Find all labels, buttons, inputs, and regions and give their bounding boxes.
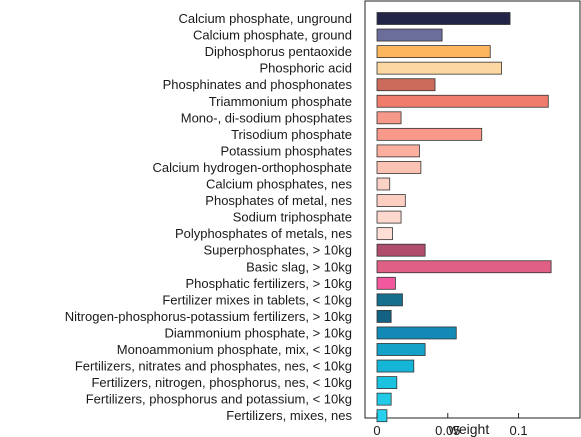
bar-7 <box>376 127 483 141</box>
category-label-8: Potassium phosphates <box>220 143 352 158</box>
bar-5 <box>376 94 549 108</box>
category-label-14: Superphosphates, > 10kg <box>203 243 352 258</box>
category-label-3: Phosphoric acid <box>260 61 353 76</box>
bar-3 <box>376 61 502 75</box>
bar-24 <box>376 409 388 423</box>
bar-13 <box>376 227 393 241</box>
bar-20 <box>376 343 426 356</box>
category-label-9: Calcium hydrogen-orthophosphate <box>153 160 352 175</box>
bar-9 <box>376 161 422 174</box>
bar-22 <box>376 376 398 390</box>
category-label-6: Mono-, di-sodium phosphates <box>181 110 353 125</box>
bar-15 <box>376 260 552 274</box>
category-label-0: Calcium phosphate, unground <box>179 11 352 26</box>
x-axis: 0 0.05 0.1 <box>373 413 528 437</box>
category-label-12: Sodium triphosphate <box>233 210 352 225</box>
category-label-13: Polyphosphates of metals, nes <box>175 226 353 241</box>
x-tick-label-1: 0.05 <box>435 423 460 437</box>
category-label-24: Fertilizers, mixes, nes <box>226 408 352 423</box>
bar-2 <box>376 45 491 58</box>
bar-21 <box>376 359 415 373</box>
bar-6 <box>376 111 402 125</box>
category-label-16: Phosphatic fertilizers, > 10kg <box>185 276 352 291</box>
category-label-18: Nitrogen-phosphorus-potassium fertilizer… <box>65 309 352 324</box>
x-tick-label-2: 0.1 <box>510 423 528 437</box>
bar-23 <box>376 392 392 406</box>
category-label-7: Trisodium phosphate <box>231 127 352 142</box>
bar-18 <box>376 309 392 323</box>
category-label-17: Fertilizer mixes in tablets, < 10kg <box>162 292 352 307</box>
bar-1 <box>376 28 443 42</box>
bar-4 <box>376 78 436 92</box>
bars-group <box>376 12 552 423</box>
bar-14 <box>376 243 426 257</box>
category-label-20: Monoammonium phosphate, mix, < 10kg <box>117 342 352 357</box>
plot-frame <box>364 0 581 419</box>
category-label-15: Basic slag, > 10kg <box>246 259 352 274</box>
category-label-22: Fertilizers, nitrogen, phosphorus, nes, … <box>91 375 352 390</box>
bar-0 <box>376 12 511 25</box>
bar-12 <box>376 210 402 224</box>
category-label-5: Triammonium phosphate <box>209 94 352 109</box>
bar-19 <box>376 326 457 340</box>
bar-11 <box>376 194 406 207</box>
category-label-21: Fertilizers, nitrates and phosphates, ne… <box>75 359 352 374</box>
category-label-2: Diphosphorus pentaoxide <box>205 44 352 59</box>
category-label-23: Fertilizers, phosphorus and potassium, <… <box>86 392 352 407</box>
category-label-11: Phosphates of metal, nes <box>205 193 352 208</box>
category-labels: Calcium phosphate, unground Calcium phosp… <box>65 11 353 423</box>
bar-16 <box>376 276 396 290</box>
x-tick-label-0: 0 <box>373 423 380 437</box>
category-label-19: Diammonium phosphate, > 10kg <box>164 325 352 340</box>
category-label-1: Calcium phosphate, ground <box>193 28 352 43</box>
bar-8 <box>376 144 420 158</box>
bar-10 <box>376 177 391 191</box>
bar-17 <box>376 293 403 307</box>
category-label-4: Phosphinates and phosphonates <box>163 77 353 92</box>
category-label-10: Calcium phosphates, nes <box>206 177 352 192</box>
x-axis-label: weight <box>448 421 490 437</box>
